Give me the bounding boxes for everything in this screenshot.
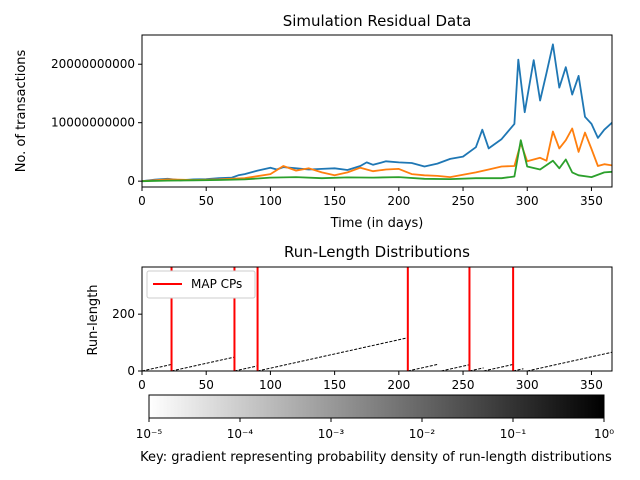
x-tick-label: 200 xyxy=(387,194,410,208)
run-length-trace xyxy=(257,337,408,372)
residual-y-axis-label: No. of transactions xyxy=(14,49,29,172)
y-tick-label: 20000000000 xyxy=(51,57,135,71)
residual-chart-title: Simulation Residual Data xyxy=(283,12,472,30)
run-length-trace xyxy=(141,363,172,372)
residual-x-ticks: 0 50 100 150 200 250 300 350 xyxy=(138,187,603,208)
x-tick-label: 200 xyxy=(387,378,410,392)
colorbar-tick-label: 10⁻¹ xyxy=(500,427,527,441)
x-tick-label: 150 xyxy=(323,378,346,392)
x-tick-label: 350 xyxy=(580,378,603,392)
residual-x-axis-label: Time (in days) xyxy=(330,216,424,231)
run-length-x-ticks: 0 50 100 150 200 250 300 350 xyxy=(138,371,603,392)
run-length-trace xyxy=(527,351,613,372)
run-length-chart-title: Run-Length Distributions xyxy=(284,243,470,261)
x-tick-label: 250 xyxy=(452,378,475,392)
residual-plot-frame xyxy=(141,34,613,188)
residual-y-ticks: 0 10000000000 20000000000 xyxy=(51,57,142,188)
y-tick-label: 10000000000 xyxy=(51,116,135,130)
run-length-trace xyxy=(407,363,438,372)
x-tick-label: 100 xyxy=(259,194,282,208)
x-tick-label: 150 xyxy=(323,194,346,208)
x-tick-label: 350 xyxy=(580,194,603,208)
colorbar-tick-label: 10⁰ xyxy=(594,427,614,441)
colorbar-tick-label: 10⁻² xyxy=(409,427,436,441)
y-tick-label: 0 xyxy=(127,174,135,188)
legend-cp-label: MAP CPs xyxy=(191,277,242,291)
x-tick-label: 0 xyxy=(138,194,146,208)
run-length-trace xyxy=(469,367,484,372)
legend-box xyxy=(146,270,256,299)
run-length-traces xyxy=(141,337,613,372)
y-tick-label: 0 xyxy=(127,364,135,378)
x-tick-label: 300 xyxy=(516,194,539,208)
y-tick-label: 200 xyxy=(112,307,135,321)
x-tick-label: 300 xyxy=(516,378,539,392)
x-tick-label: 250 xyxy=(452,194,475,208)
x-tick-label: 0 xyxy=(138,378,146,392)
residual-series-lines xyxy=(142,43,612,183)
run-length-chart: Run-Length Distributions 0 50 100 150 200 250… xyxy=(86,243,613,392)
run-length-plot-frame xyxy=(141,266,613,372)
colorbar-label: Key: gradient representing probability d… xyxy=(140,450,612,465)
colorbar-tick-label: 10⁻⁴ xyxy=(227,427,254,441)
run-length-trace xyxy=(483,363,514,372)
run-length-trace xyxy=(441,364,470,372)
colorbar-tick-label: 10⁻³ xyxy=(318,427,345,441)
colorbar-tick-label: 10⁻⁵ xyxy=(136,427,163,441)
legend: MAP CPs xyxy=(146,270,256,299)
residual-series-line xyxy=(142,43,612,183)
residual-series-line xyxy=(142,127,612,183)
colorbar-gradient xyxy=(148,394,605,419)
residual-series-line xyxy=(142,139,612,183)
run-length-y-axis-label: Run-length xyxy=(86,284,101,355)
x-tick-label: 50 xyxy=(199,194,214,208)
run-length-trace xyxy=(234,365,258,372)
colorbar-ticks: 10⁻⁵ 10⁻⁴ 10⁻³ 10⁻² 10⁻¹ 10⁰ xyxy=(136,418,614,441)
run-length-y-ticks: 0 200 xyxy=(112,307,142,378)
x-tick-label: 50 xyxy=(199,378,214,392)
colorbar: 10⁻⁵ 10⁻⁴ 10⁻³ 10⁻² 10⁻¹ 10⁰ Key: gradient re… xyxy=(136,394,614,465)
x-tick-label: 100 xyxy=(259,378,282,392)
residual-chart: Simulation Residual Data 0 50 100 150 200 250… xyxy=(14,12,613,231)
run-length-trace xyxy=(171,356,235,372)
